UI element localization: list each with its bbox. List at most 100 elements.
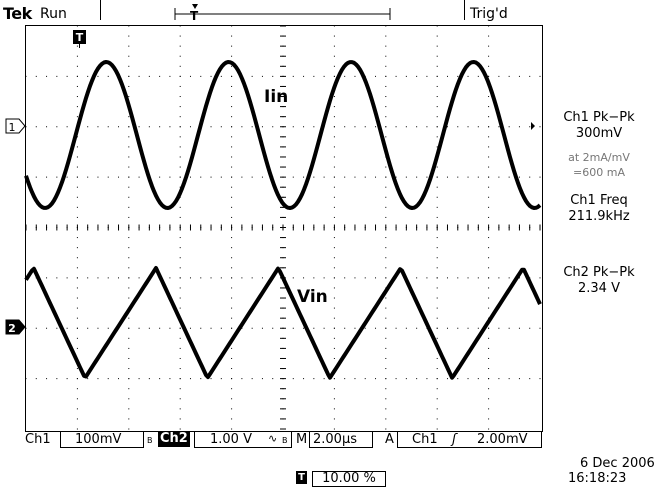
grid-dot (76, 277, 78, 279)
grid-dot (426, 126, 428, 128)
grid-dot (333, 388, 335, 390)
grid-dot (200, 378, 202, 380)
top-divider (464, 0, 465, 20)
grid-dot (488, 327, 490, 329)
grid-dot (333, 337, 335, 339)
grid-dot (488, 408, 490, 410)
grid-dot (477, 176, 479, 178)
ch2-pkpk-label: Ch2 Pk−Pk (563, 265, 635, 280)
grid-dot (200, 75, 202, 77)
grid-dot (138, 126, 140, 128)
grid-dot (488, 126, 490, 128)
grid-dot (344, 75, 346, 77)
graticule (25, 25, 541, 430)
grid-dot (385, 388, 387, 390)
grid-dot (313, 277, 315, 279)
grid-dot (87, 176, 89, 178)
grid-dot (261, 75, 263, 77)
grid-dot (179, 277, 181, 279)
top-divider (100, 0, 101, 20)
grid-dot (323, 327, 325, 329)
grid-dot (488, 96, 490, 98)
grid-dot (436, 206, 438, 208)
grid-dot (179, 116, 181, 118)
grid-dot (344, 378, 346, 380)
grid-dot (436, 136, 438, 138)
grid-dot (231, 408, 233, 410)
grid-dot (231, 146, 233, 148)
grid-dot (210, 75, 212, 77)
grid-dot (261, 378, 263, 380)
grid-dot (179, 257, 181, 259)
grid-dot (385, 216, 387, 218)
grid-dot (303, 327, 305, 329)
grid-dot (179, 347, 181, 349)
grid-dot (97, 126, 99, 128)
grid-dot (220, 327, 222, 329)
grid-dot (488, 25, 490, 27)
grid-dot (46, 126, 48, 128)
grid-dot (488, 398, 490, 400)
grid-dot (148, 378, 150, 380)
grid-dot (436, 216, 438, 218)
grid-dot (539, 327, 541, 329)
grid-dot (179, 106, 181, 108)
grid-dot (395, 378, 397, 380)
grid-dot (436, 166, 438, 168)
grid-dot (76, 196, 78, 198)
grid-dot (76, 106, 78, 108)
ch1-scale-box (60, 431, 144, 448)
grid-dot (76, 85, 78, 87)
grid-dot (436, 247, 438, 249)
grid-dot (148, 75, 150, 77)
grid-dot (35, 75, 37, 77)
trigger-position-marker: T (73, 30, 86, 48)
grid-dot (385, 35, 387, 37)
grid-dot (385, 327, 387, 329)
grid-dot (436, 297, 438, 299)
grid-dot (46, 75, 48, 77)
grid-dot (25, 327, 27, 329)
grid-dot (488, 196, 490, 198)
brand-logo: Tek (3, 4, 32, 23)
grid-dot (169, 75, 171, 77)
grid-dot (231, 247, 233, 249)
grid-dot (303, 277, 305, 279)
grid-dot (107, 126, 109, 128)
grid-dot (76, 136, 78, 138)
grid-dot (76, 166, 78, 168)
grid-dot (210, 277, 212, 279)
grid-dot (251, 126, 253, 128)
grid-dot (231, 257, 233, 259)
grid-dot (518, 75, 520, 77)
grid-dot (138, 327, 140, 329)
grid-dot (138, 378, 140, 380)
grid-dot (148, 327, 150, 329)
grid-dot (76, 237, 78, 239)
grid-dot (128, 146, 130, 148)
grid-dot (46, 378, 48, 380)
grid-dot (416, 176, 418, 178)
grid-dot (169, 378, 171, 380)
grid-dot (128, 378, 130, 380)
date: 6 Dec 2006 (580, 456, 655, 471)
grid-dot (231, 287, 233, 289)
grid-dot (488, 206, 490, 208)
waveforms (24, 60, 542, 380)
grid-dot (539, 176, 541, 178)
grid-dot (488, 287, 490, 289)
grid-dot (231, 106, 233, 108)
grid-dot (333, 75, 335, 77)
grid-dot (354, 176, 356, 178)
grid-dot (148, 126, 150, 128)
grid-dot (76, 418, 78, 420)
grid-dot (354, 126, 356, 128)
grid-dot (488, 216, 490, 218)
grid-dot (385, 116, 387, 118)
grid-dot (488, 257, 490, 259)
grid-dot (97, 277, 99, 279)
grid-dot (436, 146, 438, 148)
grid-dot (436, 75, 438, 77)
grid-dot (25, 75, 27, 77)
grid-dot (231, 55, 233, 57)
